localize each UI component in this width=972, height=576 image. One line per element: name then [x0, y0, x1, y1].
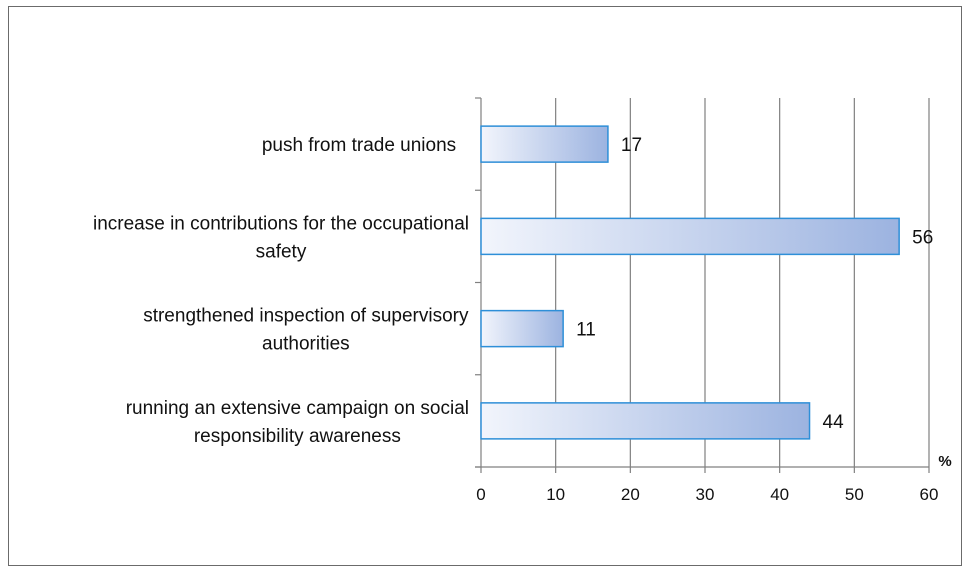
category-label-line: authorities	[262, 334, 350, 355]
category-label: running an extensive campaign on social r…	[126, 398, 469, 447]
category-label: strengthened inspection of supervisory au…	[143, 306, 469, 355]
bar	[480, 402, 811, 440]
unit-label: %	[938, 453, 951, 470]
bar	[480, 217, 900, 256]
category-label: increase in contributions for the occupa…	[93, 213, 469, 262]
bar-value-label: 44	[823, 412, 845, 433]
category-label-line: increase in contributions for the occupa…	[93, 213, 469, 234]
bar-value-label: 17	[621, 135, 642, 156]
category-label-line: responsibility awareness	[194, 426, 401, 447]
x-tick-label: 40	[770, 485, 789, 504]
category-label-line: safety	[256, 241, 307, 262]
labels: 0 10 20 30 40 50 60 17 push from trade unions 56 i…	[93, 135, 952, 504]
bar-value-label: 56	[912, 227, 933, 248]
chart-frame: 0 10 20 30 40 50 60 17 push from trade unions 56 i…	[8, 6, 962, 566]
category-label-line: push from trade unions	[262, 135, 456, 156]
x-tick-label: 30	[696, 485, 715, 504]
bar	[480, 125, 609, 163]
bar-chart: 0 10 20 30 40 50 60 17 push from trade unions 56 i…	[93, 97, 952, 504]
x-tick-label: 10	[546, 485, 565, 504]
bar	[480, 309, 564, 348]
category-label-line: running an extensive campaign on social	[126, 398, 469, 419]
category-label: push from trade unions	[262, 135, 456, 156]
bars	[480, 125, 900, 440]
x-tick-label: 50	[845, 485, 864, 504]
x-tick-label: 0	[476, 485, 485, 504]
x-tick-label: 20	[621, 485, 640, 504]
bar-value-label: 11	[576, 320, 596, 341]
x-tick-label: 60	[920, 485, 939, 504]
category-label-line: strengthened inspection of supervisory	[143, 306, 469, 327]
